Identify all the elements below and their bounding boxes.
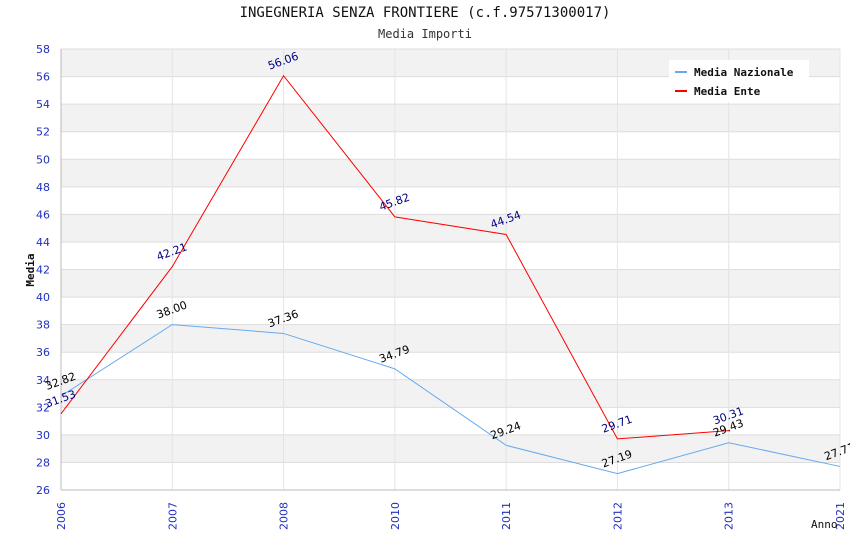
x-tick-label: 2010	[389, 502, 402, 530]
y-tick-label: 54	[36, 98, 50, 111]
grid-band	[61, 104, 840, 132]
y-tick-label: 26	[36, 484, 50, 497]
grid-band	[61, 214, 840, 242]
x-tick-label: 2013	[723, 502, 736, 530]
y-tick-label: 28	[36, 456, 50, 469]
y-tick-label: 38	[36, 319, 50, 332]
grid-band	[61, 159, 840, 187]
grid-band	[61, 434, 840, 463]
grid-band	[61, 131, 840, 160]
legend-label: Media Ente	[694, 85, 761, 98]
x-tick-label: 2006	[55, 502, 68, 530]
y-axis-label: Media	[24, 253, 37, 286]
grid-band	[61, 186, 840, 215]
y-tick-label: 58	[36, 43, 50, 56]
grid-band	[61, 269, 840, 298]
chart-title: INGEGNERIA SENZA FRONTIERE (c.f.97571300…	[239, 5, 611, 21]
grid-band	[61, 241, 840, 270]
y-tick-label: 40	[36, 291, 50, 304]
y-tick-label: 46	[36, 208, 50, 221]
y-tick-label: 42	[36, 264, 50, 277]
chart-subtitle: Media Importi	[378, 27, 472, 41]
x-tick-label: 2021	[834, 502, 847, 530]
y-tick-label: 52	[36, 126, 50, 139]
legend-box	[669, 60, 809, 102]
x-tick-label: 2008	[278, 502, 291, 530]
y-tick-label: 56	[36, 71, 50, 84]
y-tick-label: 44	[36, 236, 50, 249]
legend-label: Media Nazionale	[694, 66, 794, 79]
y-tick-label: 32	[36, 401, 50, 414]
series-line-media-ente	[60, 74, 729, 440]
x-axis-label: Anno	[811, 518, 838, 531]
grid-band	[61, 297, 840, 325]
series-line-media-nazionale	[60, 324, 841, 475]
x-tick-label: 2011	[500, 502, 513, 530]
y-tick-label: 30	[36, 429, 50, 442]
grid-band	[61, 462, 840, 490]
x-tick-label: 2007	[166, 502, 179, 530]
y-tick-label: 36	[36, 346, 50, 359]
grid-band	[61, 324, 840, 353]
y-tick-label: 48	[36, 181, 50, 194]
y-tick-label: 50	[36, 153, 50, 166]
grid-band	[61, 379, 840, 408]
grid-band	[61, 352, 840, 380]
y-tick-label: 34	[36, 374, 50, 387]
x-tick-label: 2012	[611, 502, 624, 530]
grid-band	[61, 407, 840, 435]
